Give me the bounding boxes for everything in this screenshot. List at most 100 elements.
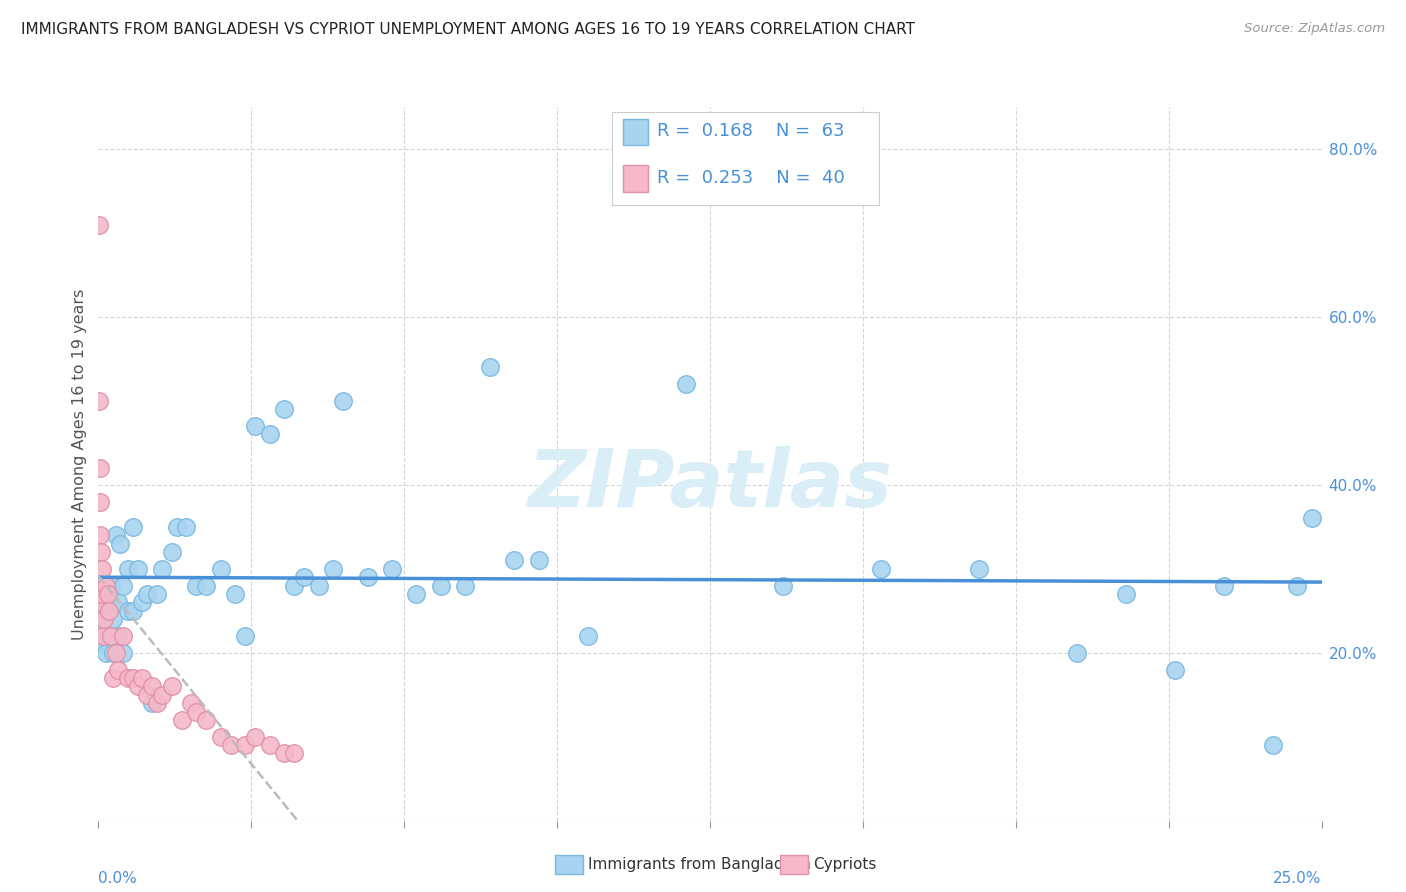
Point: [101, 646, 124, 660]
Point: [1286, 578, 1309, 592]
Point: [186, 578, 208, 592]
Point: [527, 553, 550, 567]
Point: [259, 738, 281, 752]
Point: [107, 595, 129, 609]
Text: Cypriots: Cypriots: [813, 857, 876, 871]
Point: [117, 562, 139, 576]
Point: [675, 377, 697, 392]
Point: [90, 545, 112, 559]
Point: [131, 595, 153, 609]
Point: [150, 562, 173, 576]
Point: [283, 578, 305, 592]
Point: [97, 629, 120, 643]
Point: [98, 604, 121, 618]
Point: [136, 587, 159, 601]
Point: [195, 578, 218, 592]
Point: [90, 595, 112, 609]
Point: [121, 520, 143, 534]
Point: [478, 360, 501, 375]
Point: [127, 562, 149, 576]
Point: [308, 578, 330, 592]
Point: [322, 562, 344, 576]
Point: [332, 393, 354, 408]
Point: [186, 705, 208, 719]
Point: [90, 578, 112, 592]
Point: [292, 570, 315, 584]
Point: [160, 545, 183, 559]
Point: [127, 679, 149, 693]
Point: [233, 738, 256, 752]
Point: [107, 663, 129, 677]
Point: [1301, 511, 1323, 525]
Point: [273, 402, 295, 417]
Point: [110, 536, 132, 550]
Point: [166, 520, 188, 534]
Text: Source: ZipAtlas.com: Source: ZipAtlas.com: [1244, 22, 1385, 36]
Point: [233, 629, 256, 643]
Point: [117, 671, 139, 685]
Point: [381, 562, 404, 576]
Point: [131, 671, 153, 685]
Point: [1115, 587, 1137, 601]
Point: [356, 570, 378, 584]
Point: [503, 553, 526, 567]
Point: [209, 730, 232, 744]
Point: [772, 578, 794, 592]
Point: [283, 747, 305, 761]
Point: [243, 730, 266, 744]
Point: [94, 578, 117, 592]
Point: [104, 528, 127, 542]
Point: [209, 562, 232, 576]
Point: [101, 612, 124, 626]
Point: [259, 427, 281, 442]
Text: R =  0.253    N =  40: R = 0.253 N = 40: [657, 169, 845, 186]
Point: [111, 578, 134, 592]
Point: [94, 646, 117, 660]
Point: [93, 612, 115, 626]
Point: [136, 688, 159, 702]
Point: [967, 562, 990, 576]
Point: [111, 646, 134, 660]
Point: [111, 629, 134, 643]
Point: [405, 587, 427, 601]
Point: [101, 671, 124, 685]
Point: [97, 595, 120, 609]
Point: [100, 629, 122, 643]
Point: [870, 562, 893, 576]
Point: [150, 688, 173, 702]
Text: R =  0.168    N =  63: R = 0.168 N = 63: [657, 122, 844, 140]
Point: [100, 578, 122, 592]
Point: [89, 607, 111, 622]
Point: [89, 461, 111, 475]
Text: Immigrants from Bangladesh: Immigrants from Bangladesh: [588, 857, 810, 871]
Point: [97, 587, 120, 601]
Point: [87, 218, 110, 232]
Point: [121, 671, 143, 685]
Point: [141, 696, 163, 710]
Point: [195, 713, 218, 727]
Point: [90, 629, 112, 643]
Point: [91, 629, 114, 643]
Point: [117, 604, 139, 618]
Text: 25.0%: 25.0%: [1274, 871, 1322, 886]
Point: [107, 629, 129, 643]
Point: [224, 587, 246, 601]
Point: [93, 612, 115, 626]
Point: [180, 696, 202, 710]
Point: [90, 562, 112, 576]
Point: [89, 528, 111, 542]
Point: [91, 587, 114, 601]
Point: [89, 393, 111, 408]
Text: IMMIGRANTS FROM BANGLADESH VS CYPRIOT UNEMPLOYMENT AMONG AGES 16 TO 19 YEARS COR: IMMIGRANTS FROM BANGLADESH VS CYPRIOT UN…: [21, 22, 915, 37]
Point: [160, 679, 183, 693]
Point: [1164, 663, 1187, 677]
Point: [1261, 738, 1284, 752]
Point: [104, 646, 127, 660]
Point: [146, 696, 169, 710]
Point: [219, 738, 242, 752]
Point: [141, 679, 163, 693]
Point: [91, 604, 114, 618]
Point: [170, 713, 193, 727]
Point: [243, 419, 266, 434]
Point: [91, 637, 114, 651]
